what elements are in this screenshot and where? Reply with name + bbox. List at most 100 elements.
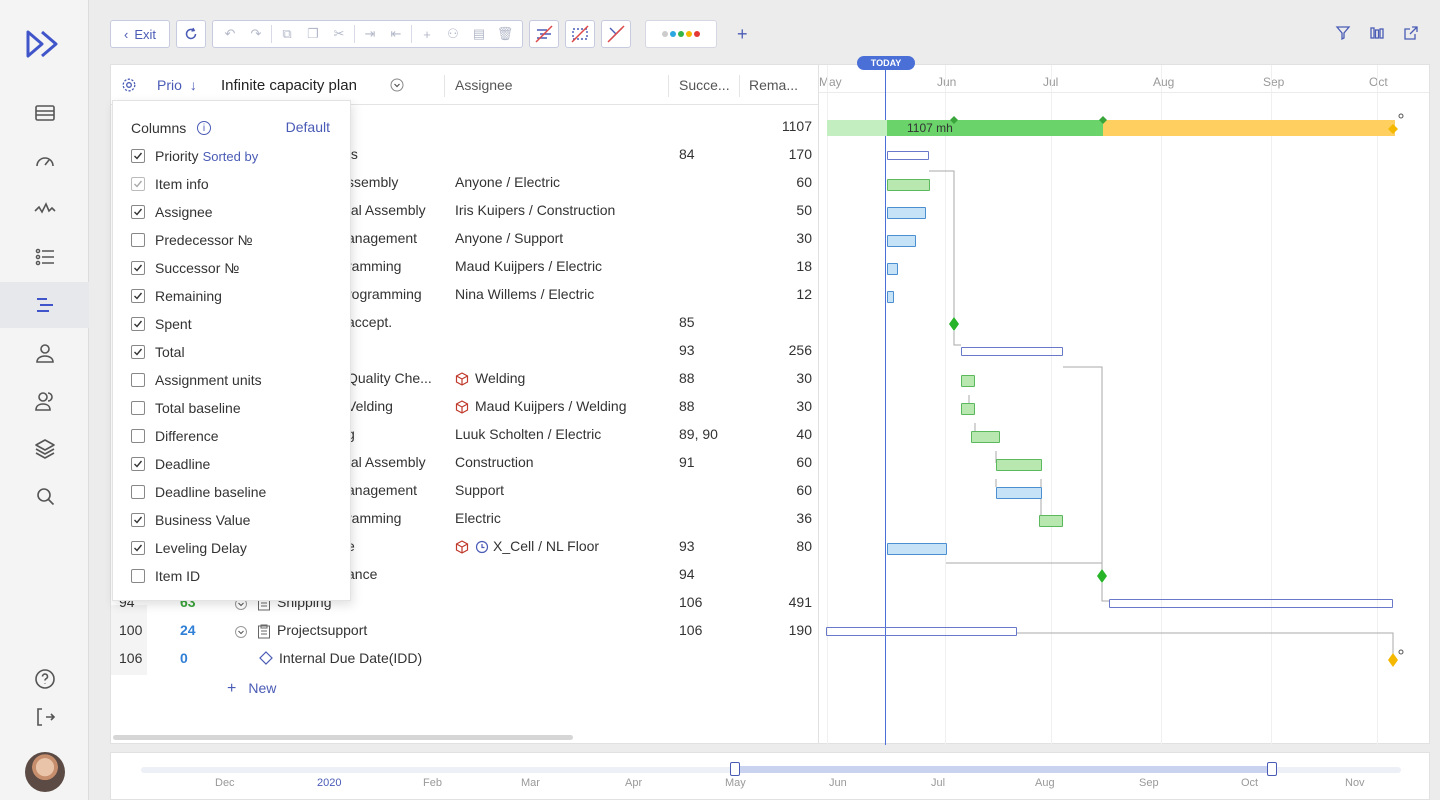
avatar[interactable] [25,752,65,792]
toggle-baseline-button[interactable] [565,20,595,48]
column-option[interactable]: Predecessor № [131,230,253,250]
column-option[interactable]: Total [131,342,185,362]
checkbox-checked-icon[interactable] [131,541,145,555]
checkbox-checked-icon[interactable] [131,345,145,359]
checkbox-checked-icon[interactable] [131,149,145,163]
column-option[interactable]: Successor № [131,258,239,278]
column-option[interactable]: Total baseline [131,398,241,418]
scissors-icon[interactable]: ✂ [333,26,345,41]
row-successor: 88 [679,398,695,414]
add-icon[interactable]: + [423,26,431,42]
outdent-icon[interactable]: ⇤ [390,26,402,41]
horizontal-scrollbar[interactable] [113,735,573,740]
info-icon[interactable]: i [197,121,211,135]
checkbox-empty-icon[interactable] [131,485,145,499]
column-option[interactable]: Priority Sorted by [131,146,258,166]
plan-dropdown-icon[interactable] [390,65,404,105]
add-new-row-button[interactable]: + New [227,680,276,698]
assignee-column-header[interactable]: Assignee [455,65,513,105]
gantt-task-bar[interactable] [887,207,926,219]
checkbox-checked-icon[interactable] [131,177,145,191]
range-end-handle[interactable] [1267,762,1277,776]
indent-icon[interactable]: ⇥ [364,26,376,41]
gantt-task-bar[interactable] [996,459,1042,471]
range-start-handle[interactable] [730,762,740,776]
row-successor: 88 [679,370,695,386]
checkbox-checked-icon[interactable] [131,289,145,303]
gantt-task-bar[interactable] [887,263,898,275]
sidebar-item-logout[interactable] [0,694,89,740]
gantt-task-bar[interactable] [887,543,947,555]
add-user-icon[interactable]: ⚇ [447,26,459,41]
copy-icon[interactable]: ⧉ [282,26,292,41]
sidebar-item-dashboard[interactable] [0,138,89,184]
app-logo-icon[interactable] [25,28,63,60]
gantt-task-bar[interactable] [996,487,1042,499]
columns-view-icon[interactable] [1368,24,1386,42]
trash-icon[interactable]: 🗑 [496,26,514,41]
gantt-task-bar[interactable] [887,179,930,191]
sidebar-item-team[interactable] [0,378,89,424]
sidebar-item-search-users[interactable] [0,474,89,520]
checkbox-checked-icon[interactable] [131,513,145,527]
column-option[interactable]: Business Value [131,510,250,530]
color-picker-button[interactable] [645,20,717,48]
checkbox-checked-icon[interactable] [131,261,145,275]
sidebar-item-list[interactable] [0,234,89,280]
checkbox-empty-icon[interactable] [131,401,145,415]
prio-column-header[interactable]: Prio ↓ [157,65,197,105]
column-option[interactable]: Item ID [131,566,200,586]
sidebar-item-gantt[interactable] [0,282,89,328]
gantt-task-bar[interactable] [961,403,975,415]
exit-button[interactable]: ‹ Exit [110,20,170,48]
default-columns-button[interactable]: Default [285,119,330,135]
successor-column-header[interactable]: Succe... [679,65,730,105]
plan-column-header[interactable]: Infinite capacity plan [221,65,357,105]
gantt-task-bar[interactable] [1109,599,1393,608]
add-plus-icon[interactable]: + [737,23,748,44]
checkbox-empty-icon[interactable] [131,429,145,443]
duplicate-icon[interactable]: ❐ [307,26,319,41]
column-option[interactable]: Deadline baseline [131,482,266,502]
toggle-critical-path-button[interactable] [529,20,559,48]
gantt-task-bar[interactable] [887,151,929,160]
filter-icon[interactable] [1334,24,1352,42]
timeline-navigator[interactable]: Dec 2020 Feb Mar Apr May Jun Jul Aug Sep Oct Nov [110,752,1430,800]
sidebar-item-user[interactable] [0,330,89,376]
settings-gear-icon[interactable] [121,65,137,105]
column-option[interactable]: Difference [131,426,219,446]
checkbox-empty-icon[interactable] [131,373,145,387]
column-option[interactable]: Remaining [131,286,222,306]
sidebar-item-backlog[interactable] [0,90,89,136]
column-option[interactable]: Assignment units [131,370,262,390]
gantt-task-bar[interactable] [961,347,1063,356]
checkbox-checked-icon[interactable] [131,457,145,471]
gantt-task-bar[interactable] [887,235,916,247]
checkbox-empty-icon[interactable] [131,569,145,583]
toggle-dependencies-button[interactable] [601,20,631,48]
gantt-task-bar[interactable] [887,291,894,303]
open-external-icon[interactable] [1402,24,1420,42]
sidebar-item-activity[interactable] [0,186,89,232]
checkbox-checked-icon[interactable] [131,205,145,219]
column-option[interactable]: Item info [131,174,209,194]
refresh-button[interactable] [176,20,206,48]
expand-toggle-icon[interactable] [235,625,247,641]
gantt-task-bar[interactable] [1039,515,1063,527]
gantt-task-bar[interactable] [826,627,1017,636]
column-option[interactable]: Spent [131,314,192,334]
note-icon[interactable]: ▤ [472,26,486,41]
gantt-task-bar[interactable] [961,375,975,387]
columns-panel: Columns i Default Priority Sorted by Item … [112,100,351,601]
checkbox-empty-icon[interactable] [131,233,145,247]
column-option[interactable]: Leveling Delay [131,538,247,558]
sidebar-item-layers[interactable] [0,426,89,472]
undo-icon[interactable]: ↶ [224,26,236,41]
checkbox-checked-icon[interactable] [131,317,145,331]
redo-icon[interactable]: ↷ [250,26,262,41]
column-option[interactable]: Deadline [131,454,210,474]
column-option[interactable]: Assignee [131,202,213,222]
gantt-task-bar[interactable] [971,431,1000,443]
sidebar-item-help[interactable] [0,656,89,702]
remaining-column-header[interactable]: Rema... [749,65,798,105]
